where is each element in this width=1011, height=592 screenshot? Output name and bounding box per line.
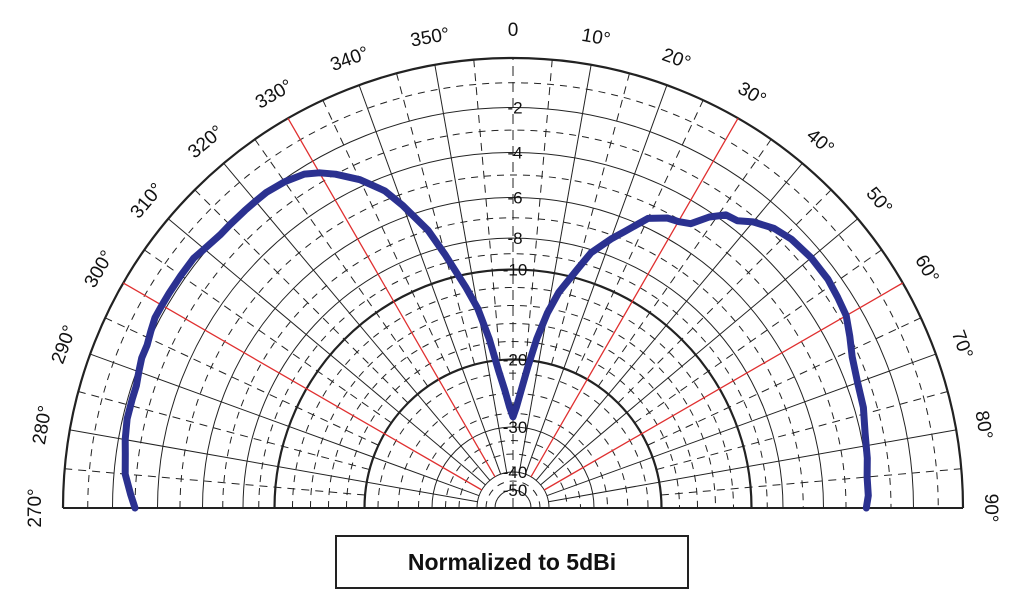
- angle-tick-label: 320°: [184, 122, 228, 163]
- grid-spoke: [660, 468, 962, 496]
- grid-ring-minor: [310, 305, 716, 509]
- angle-tick-label: 90°: [980, 494, 1001, 523]
- grid-spoke-highlight: [543, 282, 904, 491]
- grid-ring-minor: [397, 392, 629, 509]
- pattern-series-line: [121, 169, 872, 512]
- radial-tick-label: -30: [503, 418, 528, 437]
- grid-spoke: [358, 84, 502, 475]
- angle-tick-label: 290°: [48, 323, 81, 367]
- radial-tick-label: -40: [503, 463, 528, 482]
- angle-tick-label: 60°: [910, 252, 943, 287]
- grid-spoke: [167, 218, 486, 486]
- grid-ring-minor: [292, 287, 734, 509]
- angle-tick-label: 50°: [861, 183, 896, 219]
- caption-box: Normalized to 5dBi: [335, 535, 689, 589]
- radial-tick-label: -50: [503, 481, 528, 500]
- grid-spoke: [518, 64, 592, 473]
- caption-text: Normalized to 5dBi: [407, 548, 617, 575]
- angle-tick-label: 340°: [328, 43, 372, 76]
- radial-tick-label: -20: [503, 351, 528, 370]
- grid-spoke: [89, 353, 480, 497]
- grid-spoke: [634, 249, 882, 424]
- angle-tick-label: 20°: [659, 45, 693, 75]
- grid-spoke: [546, 353, 937, 497]
- grid-spoke: [548, 429, 957, 503]
- grid-spoke: [597, 139, 772, 387]
- grid-spoke: [575, 99, 704, 374]
- pattern-series: [121, 169, 872, 512]
- radial-tick-label: -2: [507, 99, 522, 118]
- grid-spoke: [223, 162, 491, 481]
- grid-ring-major: [273, 268, 753, 509]
- angle-tick-label: 280°: [29, 404, 57, 446]
- grid-spoke: [535, 162, 803, 481]
- grid-spoke-highlight: [122, 282, 483, 491]
- grid-ring: [242, 237, 784, 509]
- angle-tick-label: 80°: [970, 409, 996, 441]
- grid-spoke: [524, 84, 668, 475]
- angle-tick-label: 0: [508, 20, 519, 41]
- radial-tick-label: -6: [507, 189, 522, 208]
- angle-tick-label: 70°: [947, 328, 977, 362]
- angle-tick-label: 350°: [409, 24, 451, 52]
- grid-spoke: [647, 317, 922, 446]
- grid-spoke: [64, 468, 366, 496]
- grid-ring-minor: [485, 480, 541, 509]
- grid-ring-minor: [179, 174, 847, 509]
- angle-tick-label: 300°: [81, 247, 119, 292]
- angle-tick-label: 330°: [252, 76, 297, 114]
- angle-tick-label: 270°: [25, 488, 46, 527]
- radial-tick-label: -4: [507, 144, 522, 163]
- angle-tick-label: 310°: [127, 179, 168, 223]
- angle-tick-label: 30°: [734, 78, 769, 111]
- polar-grid: [61, 56, 965, 509]
- grid-spoke-highlight: [287, 117, 496, 478]
- angle-tick-label: 40°: [802, 125, 838, 160]
- grid-spoke: [69, 429, 478, 503]
- angle-tick-label: 10°: [580, 25, 612, 51]
- grid-ring-minor: [134, 129, 892, 509]
- grid-spoke: [434, 64, 508, 473]
- grid-spoke: [540, 218, 859, 486]
- grid-spoke-highlight: [530, 117, 739, 478]
- radial-tick-label: -8: [507, 229, 522, 248]
- radial-tick-label: -10: [503, 261, 528, 280]
